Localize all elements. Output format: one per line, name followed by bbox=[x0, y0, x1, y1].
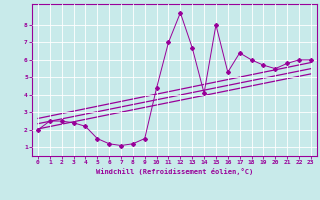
X-axis label: Windchill (Refroidissement éolien,°C): Windchill (Refroidissement éolien,°C) bbox=[96, 168, 253, 175]
